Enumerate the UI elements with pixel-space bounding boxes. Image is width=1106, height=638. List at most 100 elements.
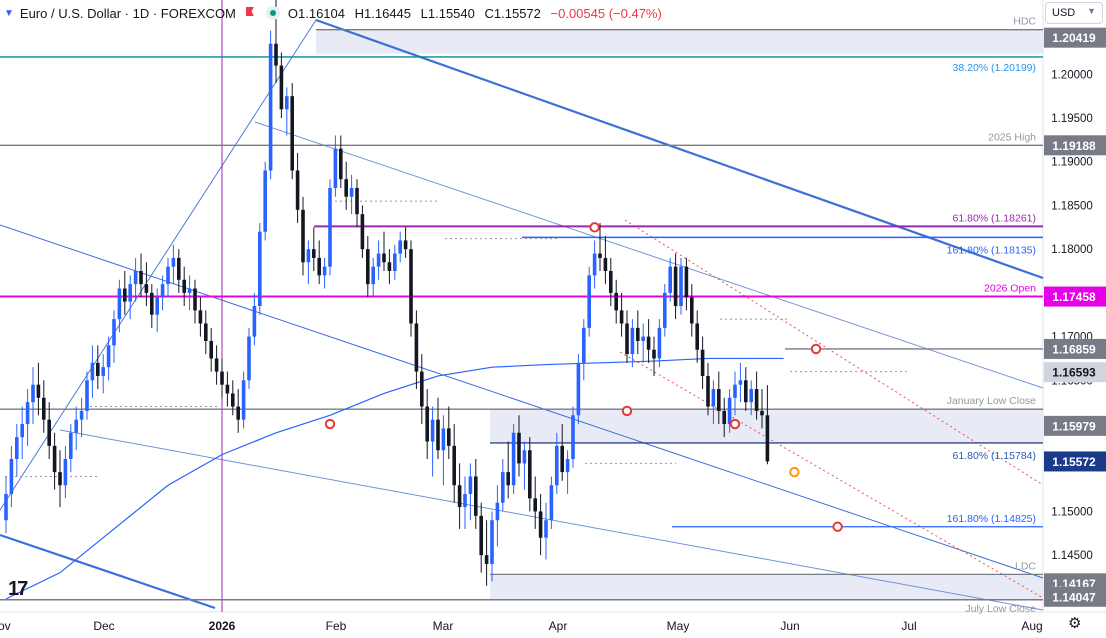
candle-body <box>112 319 116 346</box>
price-badge-6: 1.15979 <box>1052 419 1096 433</box>
candle-body <box>220 371 224 385</box>
symbol-title[interactable]: Euro / U.S. Dollar · 1D · FOREXCOM <box>19 5 236 21</box>
candle-body <box>549 485 554 521</box>
candle-body <box>700 349 705 376</box>
flag-icon[interactable] <box>244 6 258 20</box>
candle-body <box>47 419 51 446</box>
candle-body <box>74 419 78 433</box>
marker-4 <box>810 343 822 355</box>
candle-body <box>376 253 381 267</box>
candle-body <box>652 349 656 359</box>
candle-body <box>252 306 257 337</box>
candle-body <box>636 327 640 341</box>
candle-body <box>684 266 689 298</box>
candle-body <box>290 96 294 171</box>
price-badge-bg-1 <box>1044 135 1106 156</box>
level-label-3: 2025 High <box>988 131 1036 143</box>
y-tick-label: 1.18000 <box>1051 244 1093 256</box>
candle-body <box>490 520 494 564</box>
candle-body <box>479 515 483 556</box>
low-value: L1.15540 <box>420 5 475 21</box>
price-badge-bg-6 <box>1044 415 1106 436</box>
gear-icon[interactable]: ⚙ <box>1068 615 1082 632</box>
price-badge-1: 1.19188 <box>1052 139 1096 153</box>
candle-body <box>403 240 408 250</box>
candle-body <box>328 187 332 267</box>
candle-body <box>598 253 602 258</box>
candle-body <box>711 389 716 407</box>
lower-trendline <box>0 533 216 610</box>
candle-body <box>36 384 41 398</box>
chart-header: ▼ Euro / U.S. Dollar · 1D · FOREXCOM O1.… <box>0 3 668 23</box>
red-channel-upper <box>624 219 1044 486</box>
candle-body <box>166 266 170 285</box>
candle-body <box>565 459 570 473</box>
candle-body <box>544 520 548 538</box>
price-badge-bg-7 <box>1044 451 1106 472</box>
candle-body <box>79 410 84 420</box>
chevron-down-icon: ▼ <box>1087 6 1096 16</box>
price-badge-bg-0 <box>1044 27 1106 48</box>
candle-body <box>42 397 46 420</box>
tradingview-logo[interactable]: 17 <box>8 578 28 600</box>
candle-body <box>339 148 343 180</box>
candle-body <box>204 323 208 341</box>
candle-body <box>603 257 608 272</box>
candle-body <box>484 555 489 564</box>
upper-trendline <box>315 18 1044 280</box>
candle-body <box>495 502 500 521</box>
candle-body <box>258 231 262 306</box>
candle-body <box>52 445 57 473</box>
candle-body <box>101 367 105 376</box>
candle-body <box>382 253 386 263</box>
candle-body <box>425 406 429 442</box>
level-label-5: 161.80% (1.18135) <box>947 244 1036 256</box>
candle-body <box>106 345 111 368</box>
price-badge-bg-3 <box>1044 286 1106 307</box>
candle-body <box>420 371 424 407</box>
collapse-arrow-icon[interactable]: ▼ <box>4 7 14 19</box>
candle-body <box>522 450 527 464</box>
price-badge-4: 1.16859 <box>1052 342 1096 356</box>
level-label-10: LDC <box>1015 560 1036 572</box>
candle-body <box>279 65 284 110</box>
price-badge-0: 1.20419 <box>1052 31 1096 45</box>
candle-body <box>333 148 338 188</box>
price-badge-5: 1.16593 <box>1052 366 1096 380</box>
candle-body <box>463 493 467 508</box>
candle-body <box>738 380 743 385</box>
candle-body <box>744 380 748 403</box>
x-tick-label: Dec <box>93 619 114 633</box>
candle-body <box>657 327 662 359</box>
currency-selector[interactable]: USD ▼ <box>1045 2 1103 24</box>
candle-body <box>646 336 651 350</box>
price-badge-bg-4 <box>1044 338 1106 359</box>
candle-body <box>247 336 251 381</box>
x-tick-label: Jun <box>780 619 799 633</box>
candle-body <box>225 384 230 394</box>
candle-body <box>4 493 8 521</box>
candle-body <box>430 419 435 442</box>
x-tick-label: May <box>667 619 690 633</box>
candle-body <box>263 170 267 232</box>
level-label-9: 161.80% (1.14825) <box>947 513 1036 525</box>
candle-body <box>69 432 73 459</box>
candle-body <box>517 432 521 464</box>
candle-body <box>90 362 95 381</box>
candle-body <box>15 437 19 459</box>
candle-body <box>630 327 635 355</box>
market-status-icon <box>265 6 280 20</box>
candle-body <box>619 310 624 324</box>
candle-body <box>160 284 165 298</box>
y-tick-label: 1.18500 <box>1051 200 1093 212</box>
candle-body <box>560 445 564 473</box>
x-tick-label: Mar <box>433 619 454 633</box>
candle-body <box>268 43 273 171</box>
hdc-zone <box>316 29 1043 54</box>
y-tick-label: 1.19500 <box>1051 113 1093 125</box>
candle-body <box>31 384 35 403</box>
candle-body <box>587 275 591 328</box>
candle-body <box>360 214 365 250</box>
